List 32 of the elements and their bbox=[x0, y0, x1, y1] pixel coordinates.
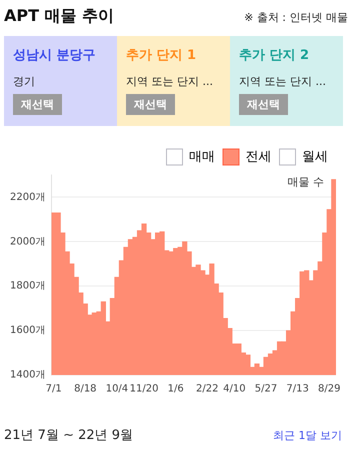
chart-title: APT 매물 추이 bbox=[4, 6, 114, 27]
legend-label: 월세 bbox=[302, 149, 328, 164]
x-tick-label: 7/1 bbox=[46, 384, 62, 395]
text: 추가 단지 2 bbox=[239, 47, 310, 64]
x-tick-label: 7/13 bbox=[286, 384, 309, 395]
text: 추가 단지 1 bbox=[126, 47, 196, 64]
text: 지역 또는 단지 ... bbox=[126, 74, 213, 89]
x-tick-label: 10/4 bbox=[106, 384, 128, 395]
text: 재선택 bbox=[126, 94, 175, 115]
y-tick-label: 2200개 bbox=[10, 192, 46, 203]
y-tick-label: 1400개 bbox=[10, 370, 46, 381]
x-tick-label: 8/29 bbox=[318, 384, 340, 395]
x-tick-label: 5/27 bbox=[254, 384, 278, 395]
y-tick-label: 2000개 bbox=[10, 236, 46, 248]
y-tick-label: 1600개 bbox=[10, 325, 46, 336]
legend-label: 매매 bbox=[189, 149, 215, 164]
x-tick-label: 2/22 bbox=[196, 384, 219, 395]
text: 재선택 bbox=[13, 94, 62, 115]
x-tick-label: 4/10 bbox=[223, 384, 246, 395]
text: 재선택 bbox=[239, 94, 288, 115]
text: ※ 출처 : 인터넷 매물 bbox=[244, 10, 348, 25]
x-tick-label: 1/6 bbox=[168, 384, 184, 395]
text: 지역 또는 단지 ... bbox=[239, 74, 326, 89]
x-tick-label: 8/18 bbox=[74, 384, 97, 395]
y-tick-label: 1800개 bbox=[10, 280, 46, 292]
x-tick-label: 11/20 bbox=[130, 384, 158, 395]
text: 경기 bbox=[13, 74, 35, 89]
text: 21년 7월 ~ 22년 9월 bbox=[4, 427, 134, 444]
annotation: 매물 수 bbox=[288, 175, 324, 188]
text: 성남시 분당구 bbox=[13, 47, 96, 64]
text: 최근 1달 보기 bbox=[273, 428, 342, 443]
legend-label: 전세 bbox=[246, 149, 272, 164]
